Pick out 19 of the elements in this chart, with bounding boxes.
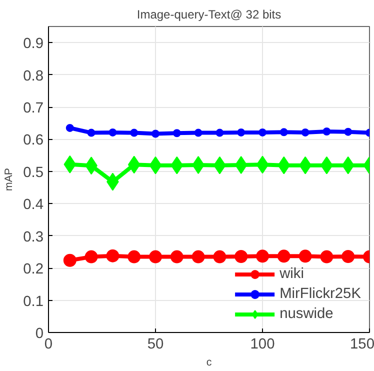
y-tick-label: 0.5: [23, 164, 44, 181]
y-tick-label: 0.1: [23, 294, 44, 310]
legend-label: nuswide: [280, 306, 334, 322]
y-tick-label: 0: [35, 326, 44, 342]
x-tick-label: 150: [350, 336, 374, 352]
y-tick-label: 0.9: [23, 36, 44, 52]
y-axis-title: mAP: [3, 168, 16, 192]
x-tick-label: 50: [147, 336, 164, 352]
legend-label: MirFlickr25K: [280, 286, 361, 302]
y-tick-label: 0.3: [23, 229, 44, 246]
y-tick-label: 0.2: [23, 262, 44, 278]
chart-title: Image-query-Text@ 32 bits: [136, 8, 282, 22]
x-axis-title: c: [206, 356, 212, 368]
y-tick-label: 0.7: [23, 100, 44, 117]
y-tick-label: 0.6: [23, 132, 44, 149]
y-tick-label: 0.4: [23, 197, 44, 214]
x-tick-label: 100: [250, 336, 275, 352]
legend-label: wiki: [280, 266, 304, 282]
y-tick-label: 0.8: [23, 68, 44, 84]
